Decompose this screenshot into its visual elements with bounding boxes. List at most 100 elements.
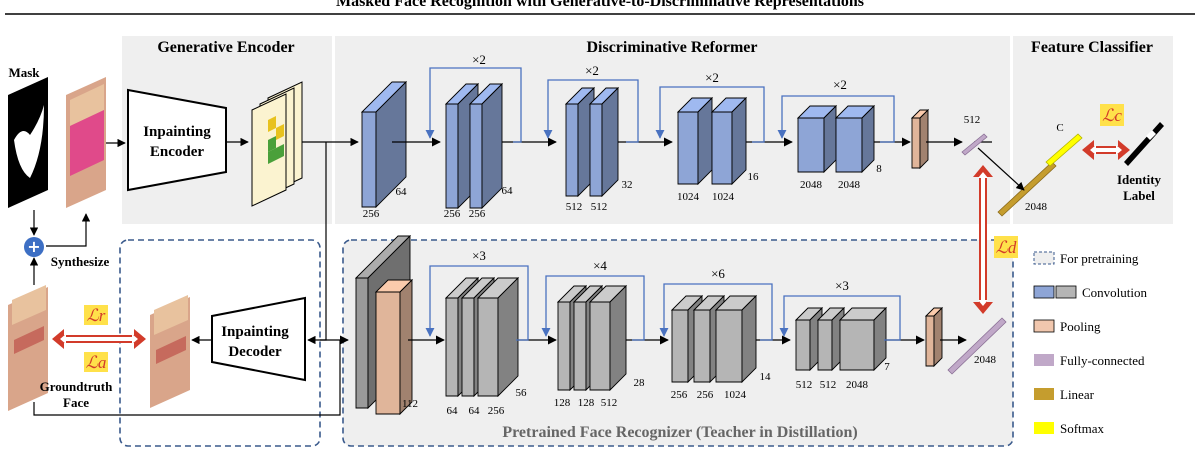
decoder-label-2: Decoder bbox=[228, 344, 282, 360]
ref-b1-depth: 64 bbox=[502, 185, 514, 197]
reformer-blocks bbox=[360, 67, 992, 210]
arrow-fc-to-linear bbox=[977, 147, 1025, 191]
tch-b2-conv-3 bbox=[588, 284, 628, 392]
tch-b3-w3: 1024 bbox=[724, 389, 747, 401]
linear-2048-label: 2048 bbox=[1025, 201, 1048, 213]
loss-ra-arrow bbox=[52, 329, 146, 349]
tch-b1-w2: 64 bbox=[469, 405, 481, 417]
arrow-feature-to-decoder bbox=[307, 142, 327, 345]
identity-bar-mark bbox=[1146, 130, 1156, 140]
tch-b4-w1: 512 bbox=[796, 379, 813, 391]
fc-2048-label: 2048 bbox=[974, 354, 997, 366]
legend-label-linear: Linear bbox=[1060, 387, 1095, 402]
tch-skip-4 bbox=[779, 295, 901, 341]
ref-b4-w2: 2048 bbox=[838, 179, 861, 191]
inpainting-decoder bbox=[211, 296, 306, 382]
arrow-synth-to-masked bbox=[46, 213, 91, 247]
tch-b2-w1: 128 bbox=[554, 397, 571, 409]
classifier-c-label: C bbox=[1056, 122, 1063, 134]
legend-swatch-conv-gray bbox=[1055, 285, 1077, 299]
encoder-label-2: Encoder bbox=[150, 144, 205, 160]
fc-2048-bar bbox=[947, 317, 1007, 375]
masked-face-image bbox=[66, 77, 106, 208]
tch-b4-depth: 7 bbox=[884, 361, 890, 373]
tch-repeat-1: ×3 bbox=[472, 248, 486, 263]
line-feedback bbox=[33, 339, 341, 416]
ref-b2-depth: 32 bbox=[622, 179, 633, 191]
loss-r-badge bbox=[84, 305, 108, 325]
legend-swatch-linear bbox=[1034, 388, 1054, 400]
ref-b3-conv-2 bbox=[710, 96, 748, 186]
ref-repeat-2: ×2 bbox=[585, 63, 599, 78]
legend: For pretraining Convolution Pooling Full… bbox=[1033, 251, 1148, 436]
ref-b2-w1: 512 bbox=[566, 201, 583, 213]
ref-b4-w1: 2048 bbox=[800, 179, 823, 191]
legend-label-pool: Pooling bbox=[1060, 319, 1101, 334]
ref-b3-conv-1 bbox=[676, 96, 714, 186]
ref-b3-depth: 16 bbox=[748, 171, 760, 183]
tch-b1-w3: 256 bbox=[488, 405, 505, 417]
ref-skip-4 bbox=[777, 95, 895, 143]
ref-b3-w2: 1024 bbox=[712, 191, 735, 203]
tch-b2-w3: 512 bbox=[601, 397, 618, 409]
legend-swatch-conv-blue bbox=[1033, 285, 1055, 299]
synthesize-plus-icon bbox=[24, 237, 44, 257]
synthesize-label: Synthesize bbox=[51, 254, 110, 269]
ref-b2-w2: 512 bbox=[591, 201, 608, 213]
mask-label: Mask bbox=[8, 65, 40, 80]
ref-b4-depth: 8 bbox=[876, 163, 882, 175]
legend-label-conv: Convolution bbox=[1082, 285, 1148, 300]
loss-d-label: ℒd bbox=[996, 238, 1017, 257]
groundtruth-label-1: Groundtruth bbox=[40, 379, 113, 394]
decoder-label-1: Inpainting bbox=[221, 324, 289, 340]
groundtruth-face-image bbox=[8, 285, 48, 411]
tch-b4-conv-3 bbox=[838, 306, 888, 372]
tch-b3-w2: 256 bbox=[697, 389, 714, 401]
tch-b1-depth: 56 bbox=[516, 387, 528, 399]
ref-b1-w1: 256 bbox=[444, 208, 461, 220]
legend-swatch-fc bbox=[1034, 354, 1054, 366]
identity-label-2: Label bbox=[1123, 188, 1155, 203]
ref-repeat-4: ×2 bbox=[833, 77, 847, 92]
loss-c-arrow bbox=[1082, 140, 1130, 160]
tch-skip-3 bbox=[659, 283, 773, 341]
loss-a-badge bbox=[84, 352, 108, 372]
figure-title: Masked Face Recognition with Generative-… bbox=[336, 0, 864, 10]
loss-a-label: ℒa bbox=[86, 353, 107, 372]
encoder-label-1: Inpainting bbox=[143, 124, 211, 140]
tch-b1-conv-3 bbox=[476, 276, 520, 398]
latent-feature-maps bbox=[251, 81, 303, 207]
ref-repeat-1: ×2 bbox=[472, 52, 486, 67]
tch-b4-w2: 512 bbox=[820, 379, 837, 391]
legend-label-softmax: Softmax bbox=[1060, 421, 1105, 436]
tch-b2-depth: 28 bbox=[634, 377, 646, 389]
tch-b3-w1: 256 bbox=[671, 389, 688, 401]
fc-512-label: 512 bbox=[964, 114, 981, 126]
tch-b4-w3: 2048 bbox=[846, 379, 869, 391]
linear-bar bbox=[997, 161, 1057, 217]
tch-b2-w2: 128 bbox=[578, 397, 595, 409]
inpainting-encoder bbox=[127, 88, 227, 192]
tch-b3-depth: 14 bbox=[760, 371, 772, 383]
legend-label-fc: Fully-connected bbox=[1060, 353, 1145, 368]
section-discriminative-reformer: Discriminative Reformer bbox=[586, 39, 757, 56]
identity-label-1: Identity bbox=[1117, 172, 1162, 187]
tch-pool-first bbox=[374, 278, 414, 416]
ref-first-width: 256 bbox=[363, 208, 380, 220]
tch-pool bbox=[924, 306, 944, 368]
loss-c-badge bbox=[1100, 104, 1124, 126]
fc-512-bar bbox=[961, 133, 988, 156]
loss-d-arrow bbox=[973, 165, 993, 314]
panel-feature-classifier bbox=[1013, 36, 1173, 224]
ref-pool bbox=[910, 108, 930, 170]
section-generative-encoder: Generative Encoder bbox=[157, 39, 294, 56]
section-feature-classifier: Feature Classifier bbox=[1031, 39, 1153, 56]
loss-d-badge bbox=[994, 236, 1018, 258]
loss-c-label: ℒc bbox=[1102, 106, 1122, 125]
ref-skip-3 bbox=[655, 86, 765, 143]
tch-repeat-3: ×6 bbox=[711, 266, 725, 281]
ref-skip-1 bbox=[425, 67, 522, 143]
plus-glyph: + bbox=[27, 237, 40, 256]
panel-discriminative-reformer bbox=[335, 36, 1010, 224]
